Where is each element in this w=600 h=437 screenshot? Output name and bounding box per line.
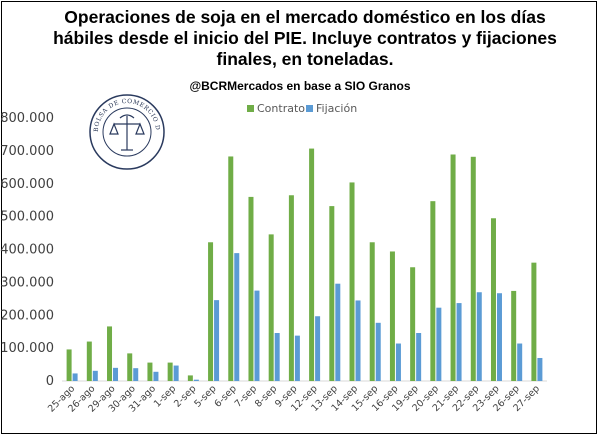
fijacion-bar — [537, 357, 543, 381]
fijacion-bar — [92, 370, 98, 381]
fijacion-bar — [375, 322, 381, 381]
contrato-bar — [450, 154, 456, 381]
fijacion-bar — [173, 365, 179, 381]
fijacion-bar — [395, 343, 401, 381]
y-tick-label: 500.000 — [0, 210, 54, 225]
fijacion-bar — [214, 300, 220, 381]
fijacion-bar — [133, 368, 139, 381]
contrato-bar — [187, 375, 193, 381]
fijacion-bar — [113, 367, 119, 381]
fijacion-bar — [315, 316, 321, 381]
fijacion-bar — [193, 379, 199, 381]
chart-subtitle: @BCRMercados en base a SIO Granos — [189, 79, 411, 93]
contrato-bar — [531, 262, 537, 381]
contrato-bar — [349, 182, 355, 381]
fijacion-bar — [294, 335, 300, 381]
contrato-bar — [288, 195, 294, 381]
fijacion-bar — [496, 293, 502, 381]
contrato-bar — [268, 234, 274, 381]
contrato-bar — [410, 267, 416, 381]
fijacion-bar — [72, 373, 78, 381]
contrato-bar — [511, 290, 517, 381]
fijacion-bar — [517, 343, 523, 381]
contrato-bar — [228, 156, 234, 381]
y-tick-label: 400.000 — [0, 243, 54, 258]
fijacion-bar — [335, 283, 341, 381]
fijacion-bar — [416, 333, 422, 381]
y-tick-label: 300.000 — [0, 275, 54, 290]
contrato-bar — [389, 251, 395, 381]
fijacion-bar — [456, 303, 462, 381]
y-tick-label: 0 — [46, 374, 54, 389]
contrato-bar — [208, 242, 214, 381]
contrato-bar — [167, 362, 173, 381]
x-tick-label: 7-sep — [233, 383, 259, 409]
fijacion-bar — [355, 300, 361, 381]
legend-label-contrato: Contrato — [257, 102, 305, 115]
contrato-bar — [490, 218, 496, 381]
contrato-bar — [248, 196, 254, 381]
fijacion-bar — [274, 333, 280, 381]
contrato-bar — [107, 326, 113, 381]
legend-label-fijacion: Fijación — [316, 102, 357, 115]
fijacion-bar — [153, 371, 159, 381]
chart-title: Operaciones de soja en el mercado domést… — [53, 7, 557, 69]
contrato-bar — [430, 201, 436, 381]
contrato-bar — [66, 349, 72, 381]
contrato-bar — [86, 341, 92, 381]
contrato-bar — [329, 206, 335, 381]
contrato-bar — [470, 156, 476, 381]
fijacion-bar — [234, 253, 240, 381]
x-tick-label: 5-sep — [192, 383, 218, 409]
fijacion-bar — [436, 307, 442, 381]
x-tick-label: 8-sep — [253, 383, 279, 409]
legend-swatch-contrato — [247, 105, 254, 112]
x-tick-label: 6-sep — [213, 383, 239, 409]
y-tick-label: 100.000 — [0, 341, 54, 356]
contrato-bar — [127, 353, 133, 381]
x-tick-label: 2-sep — [172, 383, 198, 409]
x-tick-label: 1-sep — [152, 383, 178, 409]
legend-swatch-fijacion — [306, 105, 313, 112]
contrato-bar — [147, 362, 153, 381]
fijacion-bar — [254, 290, 260, 381]
fijacion-bar — [476, 292, 482, 381]
contrato-bar — [309, 148, 315, 381]
y-tick-label: 800.000 — [0, 111, 54, 126]
contrato-bar — [369, 242, 375, 381]
y-tick-label: 700.000 — [0, 144, 54, 159]
y-tick-label: 200.000 — [0, 308, 54, 323]
y-tick-label: 600.000 — [0, 177, 54, 192]
